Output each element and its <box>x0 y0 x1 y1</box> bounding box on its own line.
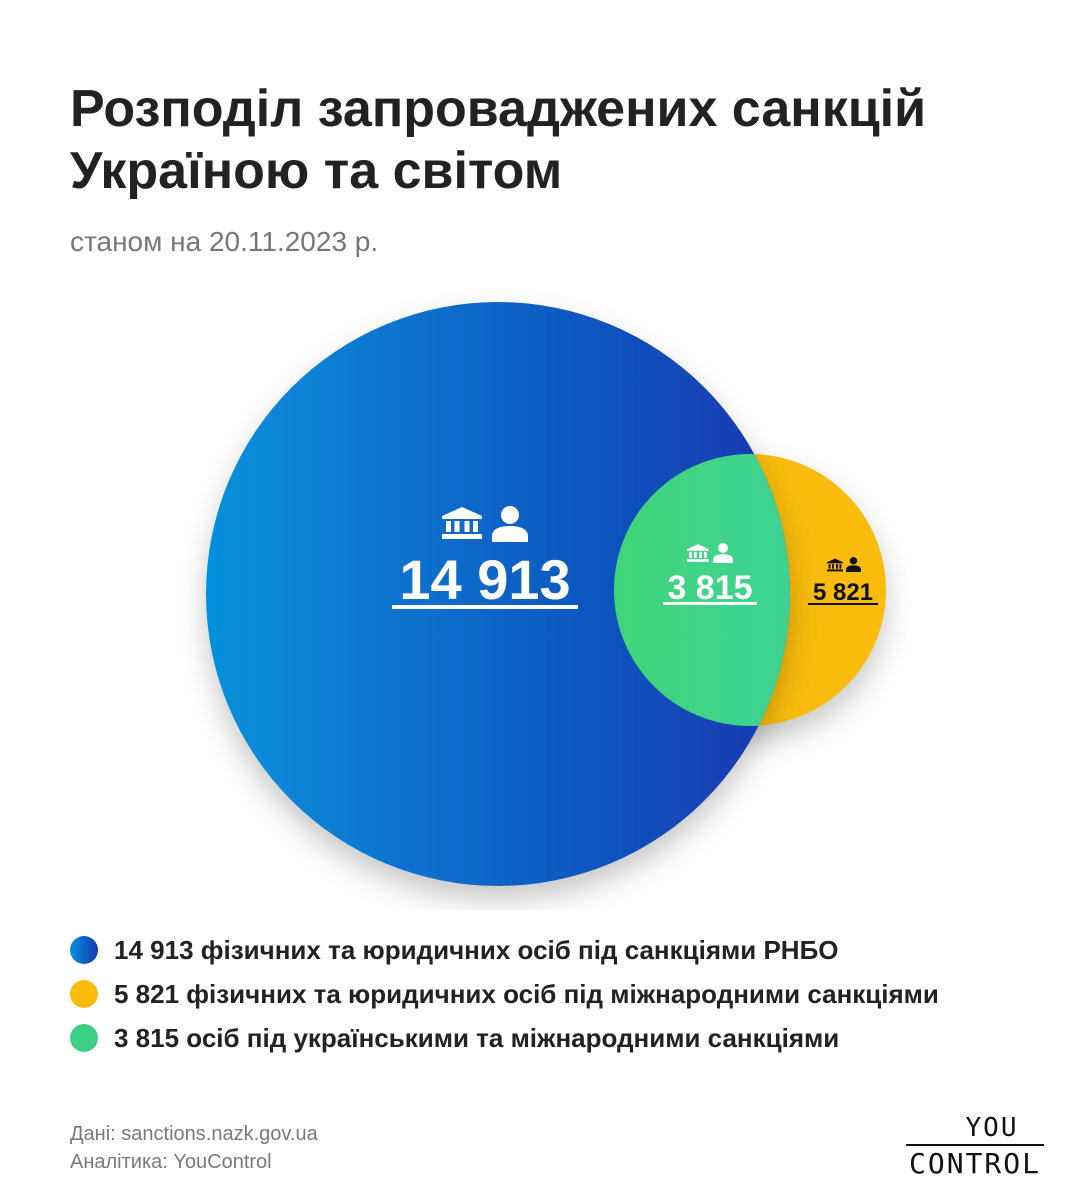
legend-text: 5 821 фізичних та юридичних осіб під між… <box>114 978 939 1009</box>
legend-item: 5 821 фізичних та юридичних осіб під між… <box>70 972 939 1016</box>
legend-item: 14 913 фізичних та юридичних осіб під са… <box>70 928 939 972</box>
legend-text: 14 913 фізичних та юридичних осіб під са… <box>114 934 839 965</box>
logo-rule <box>906 1144 1044 1146</box>
analytics-credit: Аналітика: YouControl <box>70 1151 272 1173</box>
logo-bottom-text: CONTROL <box>908 1147 1041 1180</box>
legend-dot-blue <box>70 936 98 964</box>
yellow-value-label: 5 821 <box>813 579 873 606</box>
blue-circle <box>206 302 790 886</box>
legend: 14 913 фізичних та юридичних осіб під са… <box>70 928 939 1060</box>
legend-dot-yellow <box>70 980 98 1008</box>
page-subtitle: станом на 20.11.2023 р. <box>70 226 379 257</box>
youcontrol-logo: YOU CONTROL <box>906 1114 1044 1178</box>
source-note: Дані: sanctions.nazk.gov.ua Аналітика: Y… <box>70 1120 318 1176</box>
logo-top-text: YOU <box>965 1113 1019 1143</box>
intersection-value-label: 3 815 <box>667 569 752 607</box>
blue-value-underline <box>392 605 578 609</box>
legend-text: 3 815 осіб під українськими та міжнародн… <box>114 1022 840 1053</box>
data-source: Дані: sanctions.nazk.gov.ua <box>70 1123 318 1145</box>
legend-item: 3 815 осіб під українськими та міжнародн… <box>70 1016 939 1060</box>
page-title: Розподіл запроваджених санкцій Україною … <box>70 80 927 200</box>
green-intersection <box>614 454 790 726</box>
yellow-value-underline <box>808 603 878 605</box>
intersection-value-underline <box>663 602 757 605</box>
legend-dot-green <box>70 1024 98 1052</box>
blue-value-label: 14 913 <box>399 548 570 611</box>
venn-diagram: 14 913 3 815 5 821 <box>206 302 886 886</box>
